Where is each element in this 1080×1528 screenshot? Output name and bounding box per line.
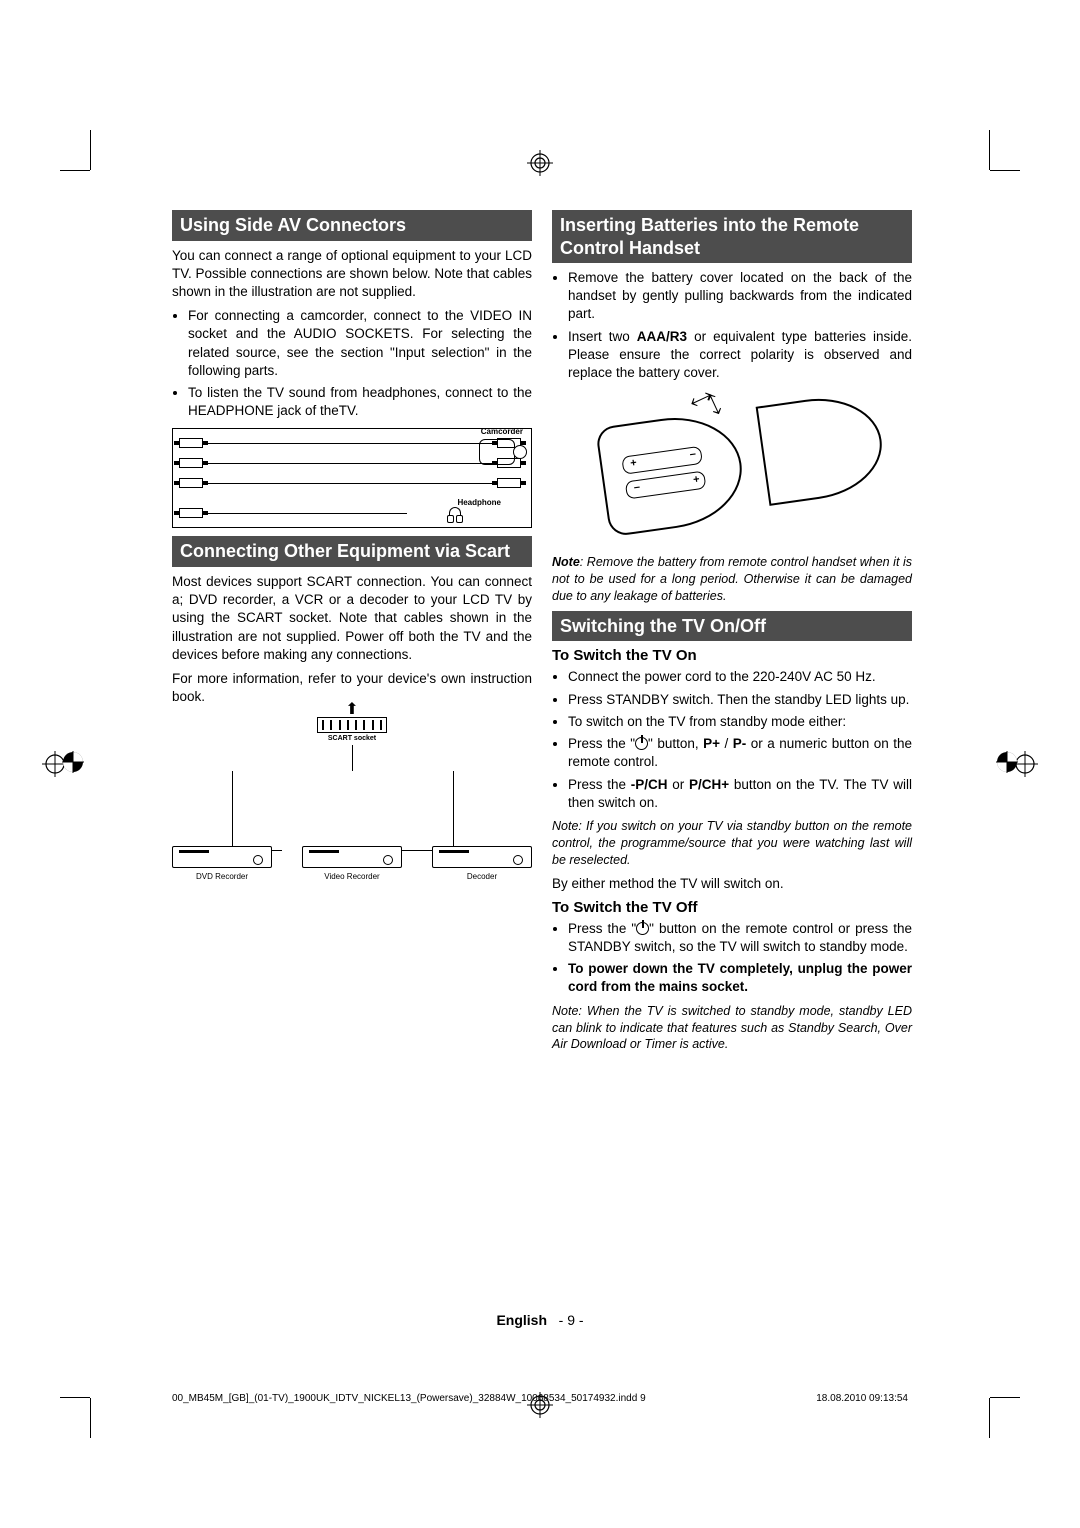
headphone-icon	[447, 507, 461, 523]
registration-mark-solid-icon	[62, 751, 84, 778]
paragraph: You can connect a range of optional equi…	[172, 247, 532, 302]
list-item: Press the "" button on the remote contro…	[568, 920, 912, 956]
scart-socket-icon	[317, 717, 387, 733]
list-item: Insert two AAA/R3 or equivalent type bat…	[568, 328, 912, 383]
note-text: Note: If you switch on your TV via stand…	[552, 818, 912, 869]
list-item: Remove the battery cover located on the …	[568, 269, 912, 324]
list-item: Connect the power cord to the 220-240V A…	[568, 668, 912, 686]
paragraph: By either method the TV will switch on.	[552, 875, 912, 893]
left-column: Using Side AV Connectors You can connect…	[172, 210, 532, 1059]
right-column: Inserting Batteries into the Remote Cont…	[552, 210, 912, 1059]
figure-side-av: Camcorder Headphone	[172, 428, 532, 528]
figure-label: SCART socket	[302, 735, 402, 742]
remote-shell-icon: + − − +	[595, 409, 749, 537]
power-icon	[636, 922, 649, 935]
bullet-list: Connect the power cord to the 220-240V A…	[552, 668, 912, 812]
figure-label: Camcorder	[481, 427, 523, 436]
power-icon	[635, 737, 648, 750]
subheading-on: To Switch the TV On	[552, 647, 912, 664]
device-decoder: Decoder	[432, 846, 532, 881]
list-item: Press the "" button, P+ / P- or a numeri…	[568, 735, 912, 771]
arrow-up-icon: ⬆	[345, 699, 358, 719]
heading-switching: Switching the TV On/Off	[552, 611, 912, 642]
device-dvd: DVD Recorder	[172, 846, 272, 881]
figure-label: Headphone	[457, 498, 501, 507]
heading-batteries: Inserting Batteries into the Remote Cont…	[552, 210, 912, 263]
registration-mark-icon	[527, 150, 553, 176]
crop-mark	[980, 1358, 1020, 1398]
note-text: Note: When the TV is switched to standby…	[552, 1003, 912, 1054]
footer-page: - 9 -	[559, 1312, 584, 1328]
print-timestamp: 18.08.2010 09:13:54	[816, 1393, 908, 1404]
page-content: Using Side AV Connectors You can connect…	[172, 210, 912, 1059]
list-item: For connecting a camcorder, connect to t…	[188, 307, 532, 380]
list-item: Press the -P/CH or P/CH+ button on the T…	[568, 776, 912, 812]
device-vcr: Video Recorder	[302, 846, 402, 881]
camcorder-icon	[479, 435, 525, 469]
figure-scart: ⬆ SCART socket DVD Recorder Video Record…	[172, 717, 532, 897]
print-footer: 00_MB45M_[GB]_(01-TV)_1900UK_IDTV_NICKEL…	[172, 1393, 908, 1404]
list-item: To switch on the TV from standby mode ei…	[568, 713, 912, 731]
footer-language: English	[496, 1312, 547, 1328]
heading-side-av: Using Side AV Connectors	[172, 210, 532, 241]
list-item: To listen the TV sound from headphones, …	[188, 384, 532, 420]
page-footer: English - 9 -	[0, 1312, 1080, 1328]
crop-mark	[980, 170, 1020, 210]
battery-cover-icon	[756, 390, 889, 506]
crop-mark	[60, 1358, 100, 1398]
list-item: To power down the TV completely, unplug …	[568, 960, 912, 996]
print-filename: 00_MB45M_[GB]_(01-TV)_1900UK_IDTV_NICKEL…	[172, 1393, 646, 1404]
bullet-list: For connecting a camcorder, connect to t…	[172, 307, 532, 420]
paragraph: Most devices support SCART connection. Y…	[172, 573, 532, 664]
subheading-off: To Switch the TV Off	[552, 899, 912, 916]
list-item: Press STANDBY switch. Then the standby L…	[568, 691, 912, 709]
figure-battery: ⤢⤡ + − − +	[552, 388, 912, 548]
arrow-icon: ⤢⤡	[688, 384, 722, 418]
note-text: Note: Remove the battery from remote con…	[552, 554, 912, 605]
crop-mark	[60, 170, 100, 210]
registration-mark-solid-icon	[996, 751, 1018, 778]
heading-scart: Connecting Other Equipment via Scart	[172, 536, 532, 567]
bullet-list: Remove the battery cover located on the …	[552, 269, 912, 382]
bullet-list: Press the "" button on the remote contro…	[552, 920, 912, 997]
